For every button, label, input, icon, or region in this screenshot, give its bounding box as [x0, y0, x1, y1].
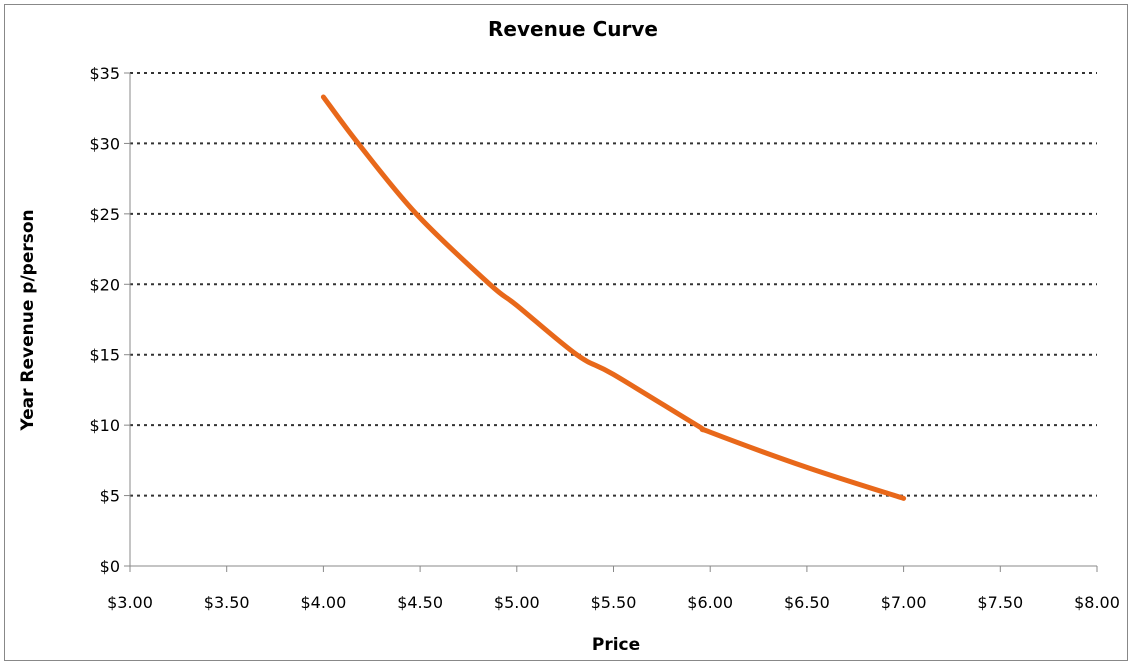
y-tick-label: $30: [89, 134, 120, 153]
x-tick-label: $7.00: [881, 593, 927, 612]
y-tick-label: $10: [89, 416, 120, 435]
chart-title: Revenue Curve: [488, 17, 658, 41]
x-tick-label: $3.50: [204, 593, 250, 612]
y-axis-label: Year Revenue p/person: [18, 209, 38, 431]
revenue-line: [320, 94, 907, 501]
chart-frame: [4, 4, 1128, 661]
y-tick-label: $0: [100, 557, 120, 576]
y-tick-label: $5: [100, 487, 120, 506]
x-tick-label: $6.50: [784, 593, 830, 612]
y-tick-label: $35: [89, 64, 120, 83]
x-tick-label: $6.00: [687, 593, 733, 612]
y-tick-label: $20: [89, 275, 120, 294]
x-tick-label: $5.50: [591, 593, 637, 612]
x-tick-label: $5.00: [494, 593, 540, 612]
x-tick-label: $3.00: [107, 593, 153, 612]
x-axis-label: Price: [592, 635, 640, 655]
x-tick-label: $7.50: [977, 593, 1023, 612]
x-tick-label: $4.50: [397, 593, 443, 612]
x-tick-label: $4.00: [300, 593, 346, 612]
y-tick-label: $25: [89, 205, 120, 224]
x-tick-label: $8.00: [1074, 593, 1120, 612]
y-tick-label: $15: [89, 346, 120, 365]
